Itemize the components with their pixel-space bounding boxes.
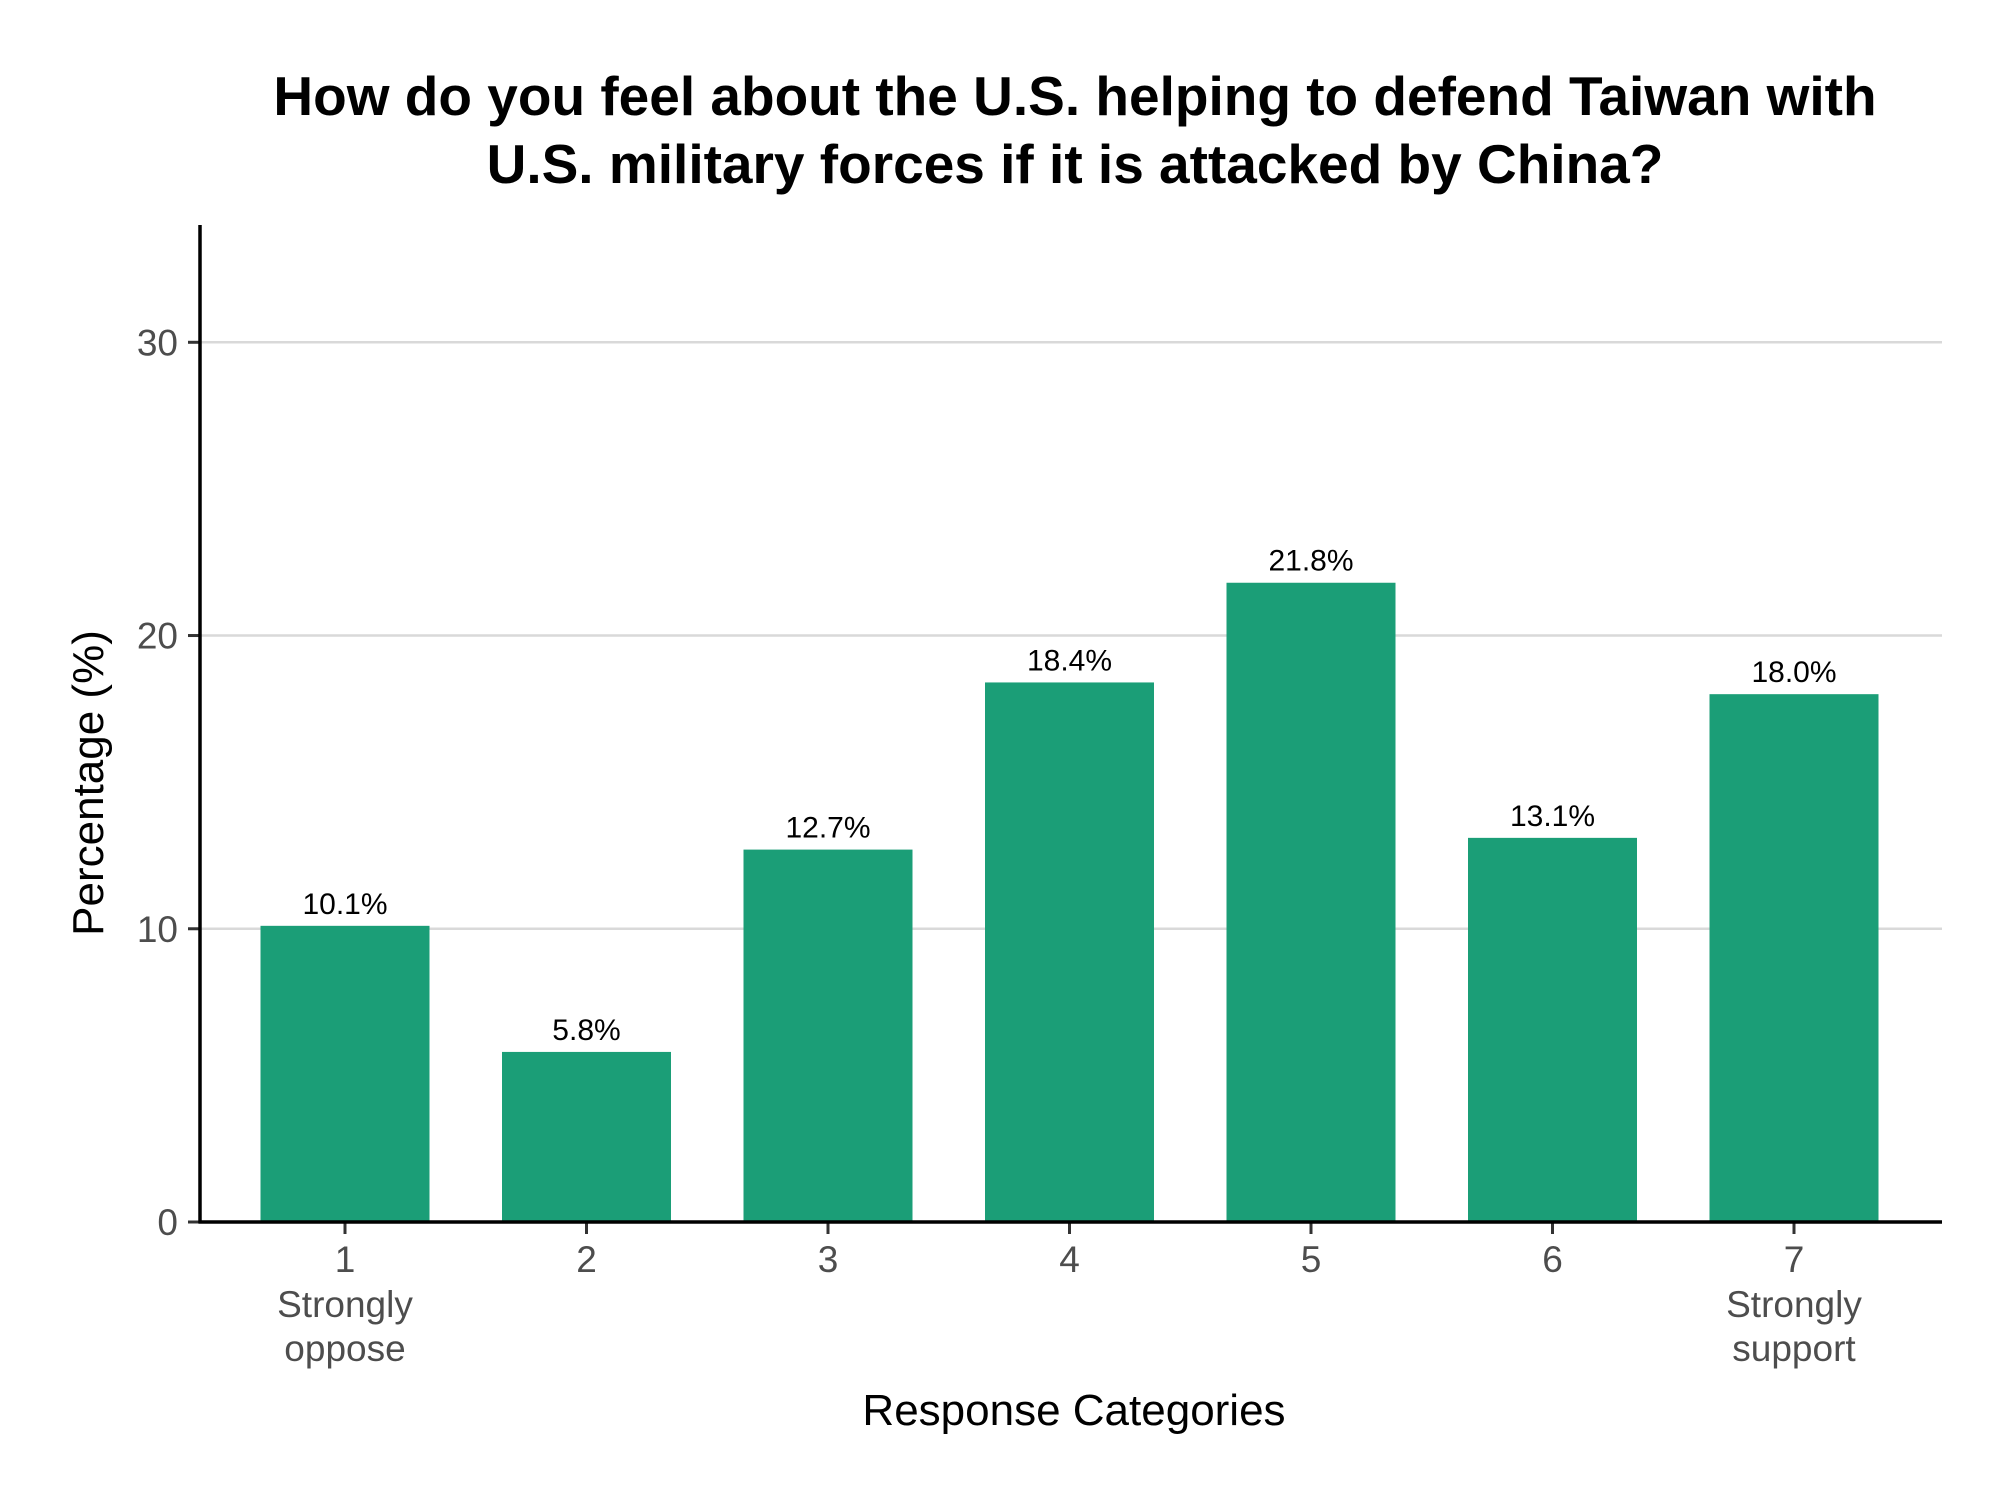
x-tick-sublabel-7-1: Strongly xyxy=(1726,1284,1862,1325)
x-axis-title: Response Categories xyxy=(862,1386,1285,1435)
x-tick-label-3: 3 xyxy=(818,1239,839,1280)
data-label-3: 12.7% xyxy=(785,812,870,845)
bar-4 xyxy=(985,682,1154,1222)
bar-6 xyxy=(1468,837,1637,1222)
data-label-7: 18.0% xyxy=(1751,656,1836,689)
data-label-2: 5.8% xyxy=(552,1014,620,1047)
x-tick-sublabel-7-2: support xyxy=(1732,1328,1856,1369)
x-tick-label-6: 6 xyxy=(1542,1239,1563,1280)
y-tick-label-0: 0 xyxy=(157,1202,178,1243)
bar-5 xyxy=(1226,582,1396,1222)
y-tick-label-30: 30 xyxy=(137,322,178,363)
bar-3 xyxy=(743,849,913,1222)
x-tick-label-5: 5 xyxy=(1301,1239,1322,1280)
data-label-4: 18.4% xyxy=(1027,644,1112,677)
x-tick-label-4: 4 xyxy=(1059,1239,1080,1280)
data-label-5: 21.8% xyxy=(1268,545,1353,578)
chart-title-line-2: U.S. military forces if it is attacked b… xyxy=(487,133,1664,195)
chart-title-line-1: How do you feel about the U.S. helping t… xyxy=(273,65,1876,127)
y-tick-label-20: 20 xyxy=(137,616,178,657)
x-tick-sublabel-1-1: Strongly xyxy=(277,1284,413,1325)
chart-title: How do you feel about the U.S. helping t… xyxy=(273,65,1876,195)
bar-7 xyxy=(1709,694,1879,1222)
y-axis-title: Percentage (%) xyxy=(64,630,113,936)
bars xyxy=(260,582,1879,1222)
data-label-6: 13.1% xyxy=(1510,800,1595,833)
bar-2 xyxy=(502,1051,671,1222)
x-tick-label-7: 7 xyxy=(1784,1239,1805,1280)
bar-1 xyxy=(260,925,430,1222)
x-tick-label-1: 1 xyxy=(335,1239,356,1280)
data-labels: 10.1% 5.8% 12.7% 18.4% 21.8% 13.1% 18.0% xyxy=(302,545,1836,1047)
data-label-1: 10.1% xyxy=(302,888,387,921)
x-tick-label-2: 2 xyxy=(576,1239,597,1280)
y-tick-label-10: 10 xyxy=(137,909,178,950)
x-tick-sublabel-1-2: oppose xyxy=(284,1328,405,1369)
